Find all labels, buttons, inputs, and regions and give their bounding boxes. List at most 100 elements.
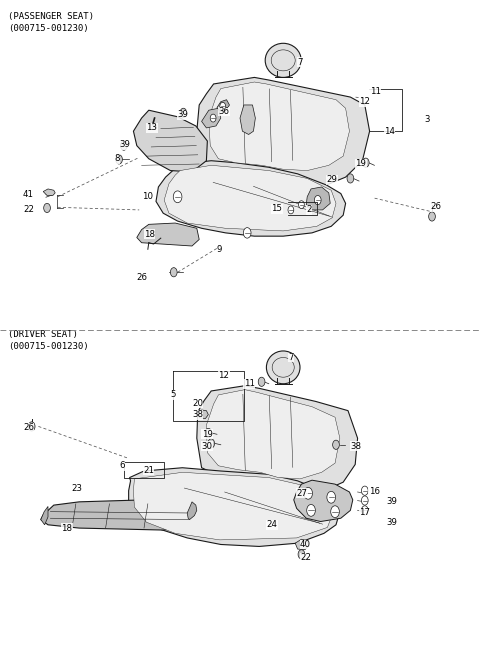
Text: 22: 22 xyxy=(300,553,311,562)
Circle shape xyxy=(314,195,321,205)
Text: 30: 30 xyxy=(202,441,213,451)
Polygon shape xyxy=(41,500,196,530)
Circle shape xyxy=(220,102,226,110)
Circle shape xyxy=(258,377,265,386)
Polygon shape xyxy=(294,480,353,522)
Circle shape xyxy=(243,228,251,238)
Text: 14: 14 xyxy=(384,127,395,136)
Ellipse shape xyxy=(266,351,300,384)
Polygon shape xyxy=(306,187,330,210)
Text: 21: 21 xyxy=(143,466,154,475)
Text: (PASSENGER SEAT): (PASSENGER SEAT) xyxy=(8,12,94,21)
Text: 24: 24 xyxy=(266,520,277,529)
Text: (DRIVER SEAT): (DRIVER SEAT) xyxy=(8,330,78,339)
Circle shape xyxy=(362,158,369,167)
Text: 26: 26 xyxy=(23,423,34,432)
Text: 18: 18 xyxy=(144,230,155,239)
Ellipse shape xyxy=(271,50,295,71)
Text: 3: 3 xyxy=(425,115,430,124)
Circle shape xyxy=(299,201,304,209)
Text: 9: 9 xyxy=(217,245,222,254)
Polygon shape xyxy=(133,472,334,540)
Circle shape xyxy=(327,491,336,503)
Circle shape xyxy=(333,440,339,449)
Text: 15: 15 xyxy=(271,204,282,213)
Text: 36: 36 xyxy=(218,107,229,116)
Text: 6: 6 xyxy=(119,461,124,470)
Text: 40: 40 xyxy=(300,540,311,549)
Circle shape xyxy=(304,487,312,499)
Polygon shape xyxy=(41,506,48,525)
Text: 23: 23 xyxy=(71,484,82,493)
Text: 39: 39 xyxy=(386,497,397,506)
Text: 11: 11 xyxy=(244,379,255,388)
Polygon shape xyxy=(217,100,229,112)
Circle shape xyxy=(361,486,368,495)
Text: 26: 26 xyxy=(137,273,148,282)
Circle shape xyxy=(173,191,182,203)
Circle shape xyxy=(205,428,212,438)
Ellipse shape xyxy=(265,43,301,77)
Polygon shape xyxy=(129,468,340,546)
Polygon shape xyxy=(240,105,255,134)
Text: 12: 12 xyxy=(359,97,370,106)
Polygon shape xyxy=(199,410,208,419)
Text: 7: 7 xyxy=(288,353,293,362)
Circle shape xyxy=(28,422,35,431)
Polygon shape xyxy=(197,77,370,187)
Text: 12: 12 xyxy=(218,371,229,380)
Text: 16: 16 xyxy=(369,487,380,497)
Circle shape xyxy=(170,268,177,277)
Text: 39: 39 xyxy=(119,140,130,150)
Polygon shape xyxy=(43,189,55,195)
Circle shape xyxy=(298,550,305,559)
Circle shape xyxy=(208,439,215,448)
Text: 39: 39 xyxy=(386,518,397,527)
Circle shape xyxy=(307,504,315,516)
Text: 26: 26 xyxy=(430,202,441,211)
Circle shape xyxy=(210,114,216,122)
Text: 38: 38 xyxy=(192,410,203,419)
Text: 17: 17 xyxy=(359,508,370,518)
Circle shape xyxy=(361,496,368,505)
Polygon shape xyxy=(187,502,197,520)
Ellipse shape xyxy=(272,358,294,377)
Text: 22: 22 xyxy=(23,205,34,215)
Circle shape xyxy=(331,506,339,518)
Text: 18: 18 xyxy=(61,523,72,533)
Circle shape xyxy=(288,206,294,214)
Text: 10: 10 xyxy=(142,192,153,201)
Circle shape xyxy=(429,212,435,221)
Text: (000715-001230): (000715-001230) xyxy=(8,24,88,33)
Text: 19: 19 xyxy=(355,159,366,169)
Polygon shape xyxy=(197,386,358,493)
Text: 20: 20 xyxy=(192,399,203,408)
Text: (000715-001230): (000715-001230) xyxy=(8,342,88,352)
Polygon shape xyxy=(164,165,336,231)
Text: 2: 2 xyxy=(306,205,312,215)
Text: 19: 19 xyxy=(202,430,213,439)
Circle shape xyxy=(347,174,354,183)
Polygon shape xyxy=(156,161,346,236)
Text: 8: 8 xyxy=(114,154,120,163)
Polygon shape xyxy=(206,390,340,479)
Polygon shape xyxy=(202,108,221,128)
Circle shape xyxy=(116,155,122,164)
Circle shape xyxy=(120,141,127,150)
Text: 41: 41 xyxy=(23,190,34,199)
Circle shape xyxy=(44,203,50,213)
Text: 11: 11 xyxy=(370,87,381,96)
Text: 27: 27 xyxy=(297,489,308,498)
Circle shape xyxy=(180,108,187,117)
Polygon shape xyxy=(295,539,309,550)
Polygon shape xyxy=(209,82,349,171)
Text: 5: 5 xyxy=(170,390,176,400)
Text: 38: 38 xyxy=(350,441,361,451)
Text: 29: 29 xyxy=(326,175,337,184)
Text: 7: 7 xyxy=(298,58,303,67)
Circle shape xyxy=(361,506,368,515)
Text: 39: 39 xyxy=(178,110,189,119)
Polygon shape xyxy=(137,223,199,246)
Polygon shape xyxy=(133,110,207,172)
Text: 13: 13 xyxy=(146,123,157,133)
